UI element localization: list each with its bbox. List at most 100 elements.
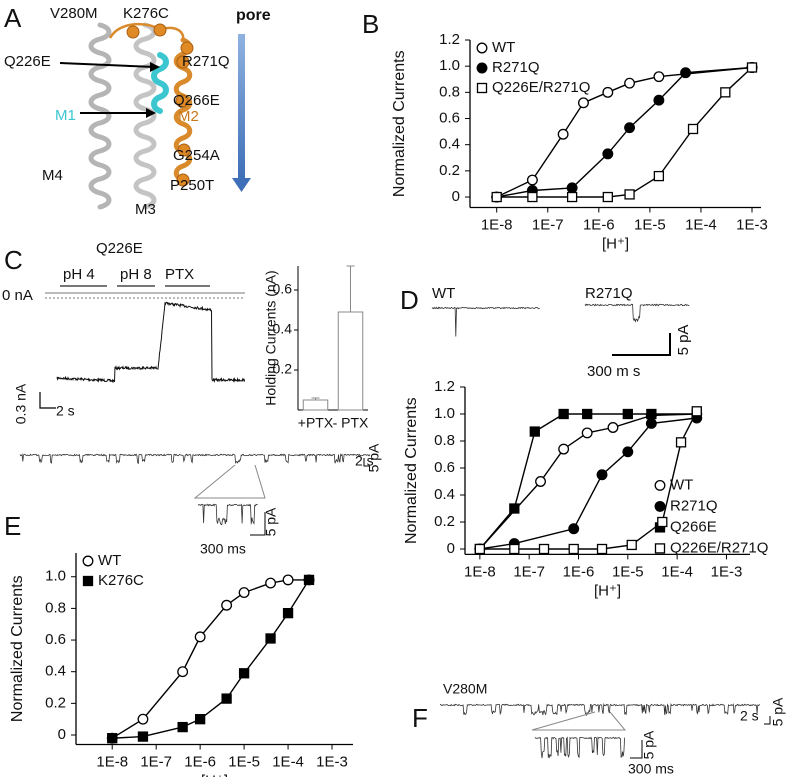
point — [238, 587, 250, 599]
residue — [126, 25, 140, 39]
y-axis-title: Normalized Currents — [391, 50, 408, 197]
legend-marker — [82, 555, 94, 567]
x-tick-label: 1E-5 — [634, 216, 666, 233]
y-axis-title: Holding Currents (nA) — [263, 270, 279, 405]
legend-label: WT — [670, 476, 693, 493]
legend-label: Q226E/R271Q — [492, 79, 590, 96]
point — [607, 422, 619, 433]
point — [622, 446, 634, 458]
point — [265, 577, 277, 589]
pore-label: pore — [236, 7, 271, 24]
zoom-trace — [197, 503, 258, 526]
x-tick-label: 1E-8 — [464, 563, 496, 580]
y-tick-label: 0.2 — [434, 513, 455, 530]
layout — [19, 22, 771, 759]
residue — [153, 23, 167, 37]
panel-letter: B — [362, 9, 379, 39]
y-tick-label: 0 — [447, 540, 455, 557]
x-tick-label: +PTX — [298, 415, 334, 431]
point — [653, 71, 665, 83]
trace-title: Q226E — [96, 240, 143, 257]
point — [303, 574, 315, 586]
x-tick-label: 1E-6 — [184, 753, 216, 770]
fit-line — [496, 66, 753, 198]
point — [177, 666, 189, 678]
point — [221, 599, 233, 611]
helix-label: M2 — [178, 108, 199, 125]
point — [566, 191, 578, 203]
y-tick-label: 0.4 — [439, 136, 460, 153]
y-tick-label: 0.4 — [45, 663, 66, 680]
mutation-label: G254A — [173, 147, 220, 164]
x-axis-title: [H⁺] — [594, 582, 621, 599]
scale-bar — [363, 458, 370, 467]
legend-marker — [82, 575, 94, 587]
x-tick-label: 1E-6 — [583, 216, 615, 233]
y-tick-label: 0.8 — [45, 599, 66, 616]
residue — [176, 173, 190, 187]
helix — [88, 22, 112, 210]
point — [194, 631, 206, 643]
y-axis-title: Normalized Currents — [403, 397, 420, 544]
trace-title: WT — [432, 285, 455, 302]
point — [602, 86, 614, 98]
scale-label: 300 ms — [200, 541, 246, 557]
pointer — [59, 62, 156, 68]
point — [691, 406, 702, 417]
x-tick-label: 1E-8 — [96, 753, 128, 770]
point — [474, 543, 485, 555]
point — [221, 693, 232, 704]
point — [558, 408, 569, 420]
scale-label: 5 pA — [641, 730, 657, 759]
y-tick-label: 0.6 — [439, 109, 460, 126]
error-bar — [311, 397, 320, 400]
current-trace — [56, 301, 245, 384]
x-tick-label: 1E-3 — [736, 216, 768, 233]
helix — [151, 52, 169, 114]
point — [538, 543, 550, 555]
legend-marker — [476, 42, 488, 54]
x-axis-title: [H⁺] — [201, 772, 228, 777]
x-tick-label: 1E-3 — [711, 563, 743, 580]
x-tick-label: - PTX — [333, 415, 369, 431]
point — [491, 191, 502, 203]
point — [653, 170, 665, 182]
point — [137, 731, 149, 742]
point — [578, 97, 589, 109]
zero-label: 0 nA — [2, 287, 33, 304]
scale-label: 2 s — [56, 403, 75, 419]
legend-marker — [654, 500, 666, 512]
legend-label: Q226E/R271Q — [670, 539, 768, 556]
panel-letter: F — [412, 703, 428, 733]
trace-title: V280M — [443, 681, 487, 697]
point — [646, 408, 657, 420]
legend-label: R271Q — [670, 497, 718, 514]
y-tick-label: 0.8 — [439, 83, 460, 100]
helix-label: M3 — [135, 201, 156, 218]
x-tick-label: 1E-5 — [612, 563, 644, 580]
x-tick-label: 1E-7 — [513, 563, 545, 580]
point — [624, 122, 636, 134]
mutation-label: Q266E — [173, 92, 220, 109]
point — [596, 469, 608, 481]
zoom-guide — [531, 711, 627, 731]
scale-label: 5 pA — [770, 697, 786, 726]
pore-arrow — [238, 34, 245, 180]
x-tick-label: 1E-5 — [228, 753, 260, 770]
legend-label: WT — [98, 552, 121, 569]
point — [529, 426, 540, 437]
point — [509, 503, 520, 514]
point — [596, 543, 608, 555]
point — [177, 721, 188, 733]
mutation-label: V280M — [50, 5, 98, 22]
scale-label: 300 ms — [628, 761, 674, 777]
y-tick-label: 0.2 — [439, 162, 460, 179]
point — [675, 437, 687, 448]
legend-label: Q266E — [670, 518, 717, 535]
pore-arrow-head — [232, 178, 251, 192]
scale-bar — [764, 716, 771, 725]
x-tick-label: 1E-7 — [140, 753, 172, 770]
panel-letter: C — [4, 245, 23, 275]
pointer-head — [150, 62, 160, 72]
zoom-guide — [193, 464, 266, 499]
